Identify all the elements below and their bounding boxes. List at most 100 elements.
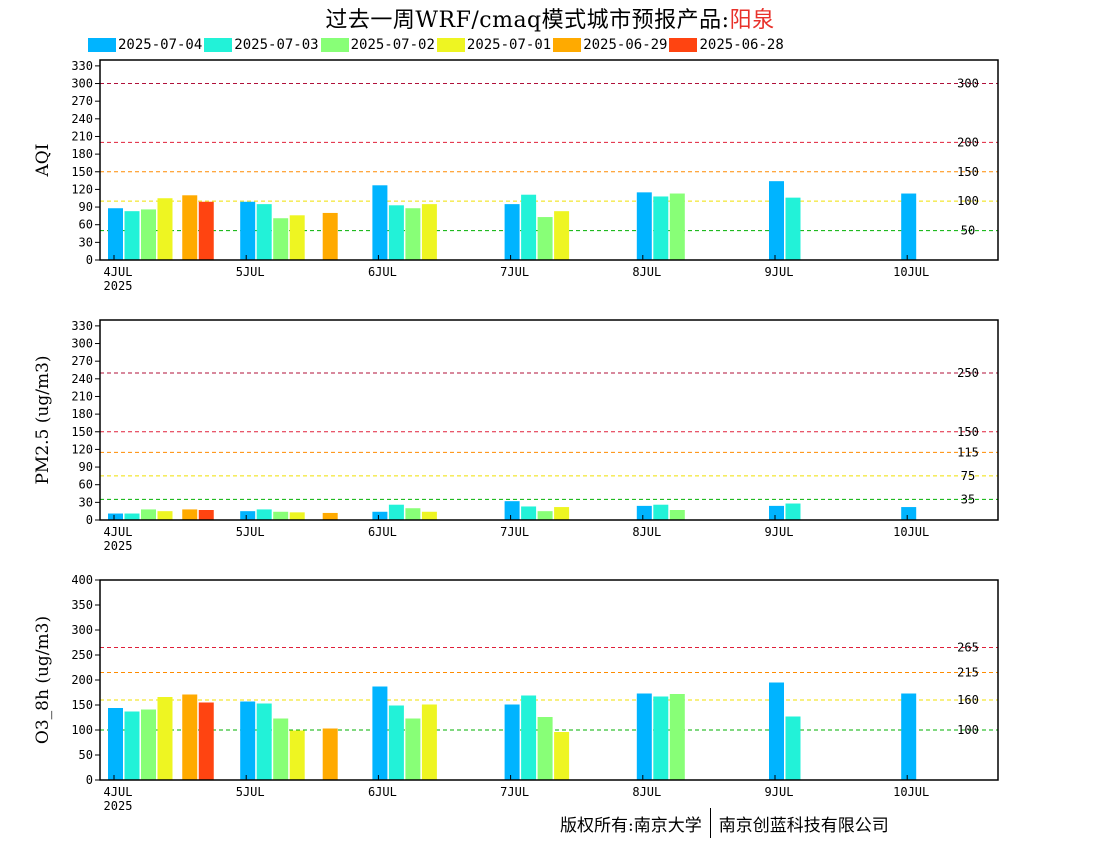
bar xyxy=(405,508,421,520)
chart-title: 过去一周WRF/cmaq模式城市预报产品:阳泉 xyxy=(0,2,1100,34)
bar xyxy=(273,218,289,260)
x-tick-label: 8JUL xyxy=(632,265,661,279)
threshold-label: 150 xyxy=(957,425,979,439)
bar xyxy=(108,513,123,520)
threshold-label: 160 xyxy=(957,693,979,707)
bar xyxy=(421,511,437,520)
chart-panel-0: 0 30 60 90 120 150 180 210 240 270 300 330 AQI 300 200… xyxy=(33,59,999,293)
x-tick-label: 4JUL xyxy=(104,265,133,279)
bar xyxy=(141,209,156,260)
x-tick-label: 5JUL xyxy=(236,265,265,279)
legend-item-5: 2025-06-28 xyxy=(669,36,784,54)
plot-frame xyxy=(99,319,999,521)
bar xyxy=(785,716,801,780)
y-tick-label: 330 xyxy=(71,319,93,333)
bar xyxy=(198,702,214,780)
threshold-label: 50 xyxy=(961,224,975,238)
threshold-label: 100 xyxy=(957,723,979,737)
bar xyxy=(256,204,272,260)
bar xyxy=(372,686,388,780)
legend-swatch-1 xyxy=(204,38,233,52)
bar xyxy=(388,504,404,520)
bar xyxy=(372,185,388,260)
y-tick-label: 90 xyxy=(79,200,93,214)
bar xyxy=(901,507,917,520)
bar xyxy=(157,511,173,520)
legend-item-0: 2025-07-04 xyxy=(88,36,202,54)
bar xyxy=(554,507,570,520)
y-tick-label: 210 xyxy=(71,129,93,143)
bar xyxy=(198,510,214,520)
y-tick-label: 60 xyxy=(79,478,93,492)
x-tick-label: 10JUL xyxy=(893,525,929,539)
bar xyxy=(405,718,421,780)
legend-swatch-2 xyxy=(320,38,349,52)
threshold-label: 75 xyxy=(961,469,975,483)
bar xyxy=(669,193,685,260)
bar xyxy=(504,204,520,260)
bar xyxy=(108,208,123,260)
legend-item-3: 2025-07-01 xyxy=(436,36,552,54)
bar xyxy=(636,505,652,520)
y-tick-label: 60 xyxy=(79,218,93,232)
bar xyxy=(521,194,537,260)
title-city: 阳泉 xyxy=(729,8,775,33)
bar xyxy=(669,694,685,780)
y-tick-label: 150 xyxy=(71,165,93,179)
legend-swatch-4 xyxy=(553,38,582,52)
threshold-label: 215 xyxy=(957,666,979,680)
title-main: 过去一周WRF/cmaq模式城市预报产品: xyxy=(325,8,730,33)
y-tick-label: 300 xyxy=(71,77,93,91)
x-tick-label: 6JUL xyxy=(368,785,397,799)
bar xyxy=(182,694,198,780)
footer: 版权所有:南京大学 南京创蓝科技有限公司 xyxy=(560,808,889,838)
bar xyxy=(198,201,214,260)
bar xyxy=(521,695,537,780)
y-tick-label: 180 xyxy=(71,407,93,421)
y-tick-label: 0 xyxy=(86,513,93,527)
x-tick-label: 6JUL xyxy=(368,525,397,539)
bar xyxy=(537,717,553,780)
bar xyxy=(388,705,404,780)
bar xyxy=(273,718,289,780)
threshold-label: 300 xyxy=(957,77,979,91)
x-tick-label: 6JUL xyxy=(368,265,397,279)
y-tick-label: 210 xyxy=(71,389,93,403)
bar xyxy=(322,212,338,260)
bar xyxy=(182,195,198,260)
x-tick-label: 4JUL xyxy=(104,785,133,799)
legend-label-4: 2025-06-29 xyxy=(583,37,668,53)
legend-label-3: 2025-07-01 xyxy=(466,37,552,53)
x-tick-label: 7JUL xyxy=(500,785,529,799)
y-tick-label: 90 xyxy=(79,460,93,474)
bar xyxy=(554,732,570,780)
bar xyxy=(141,709,156,780)
y-tick-label: 180 xyxy=(71,147,93,161)
y-tick-label: 100 xyxy=(71,723,93,737)
legend-item-1: 2025-07-03 xyxy=(204,36,319,54)
bar xyxy=(405,208,421,260)
x-year-label: 2025 xyxy=(104,279,133,293)
y-tick-label: 120 xyxy=(71,442,93,456)
x-year-label: 2025 xyxy=(104,799,133,813)
bar xyxy=(240,511,256,520)
bar xyxy=(372,511,388,520)
y-tick-label: 0 xyxy=(86,773,93,787)
bar xyxy=(157,697,173,780)
bar xyxy=(124,711,140,780)
threshold-label: 150 xyxy=(957,165,979,179)
bar xyxy=(901,193,917,260)
x-tick-label: 10JUL xyxy=(893,265,929,279)
bar xyxy=(256,703,272,780)
bar xyxy=(504,501,520,520)
legend-item-4: 2025-06-29 xyxy=(553,36,667,54)
threshold-label: 200 xyxy=(957,135,979,149)
threshold-label: 265 xyxy=(957,641,979,655)
footer-right: 南京创蓝科技有限公司 xyxy=(718,815,889,836)
y-tick-label: 30 xyxy=(79,495,93,509)
bar xyxy=(504,704,520,780)
bar xyxy=(901,693,917,780)
bar xyxy=(256,509,272,520)
threshold-label: 100 xyxy=(957,194,979,208)
